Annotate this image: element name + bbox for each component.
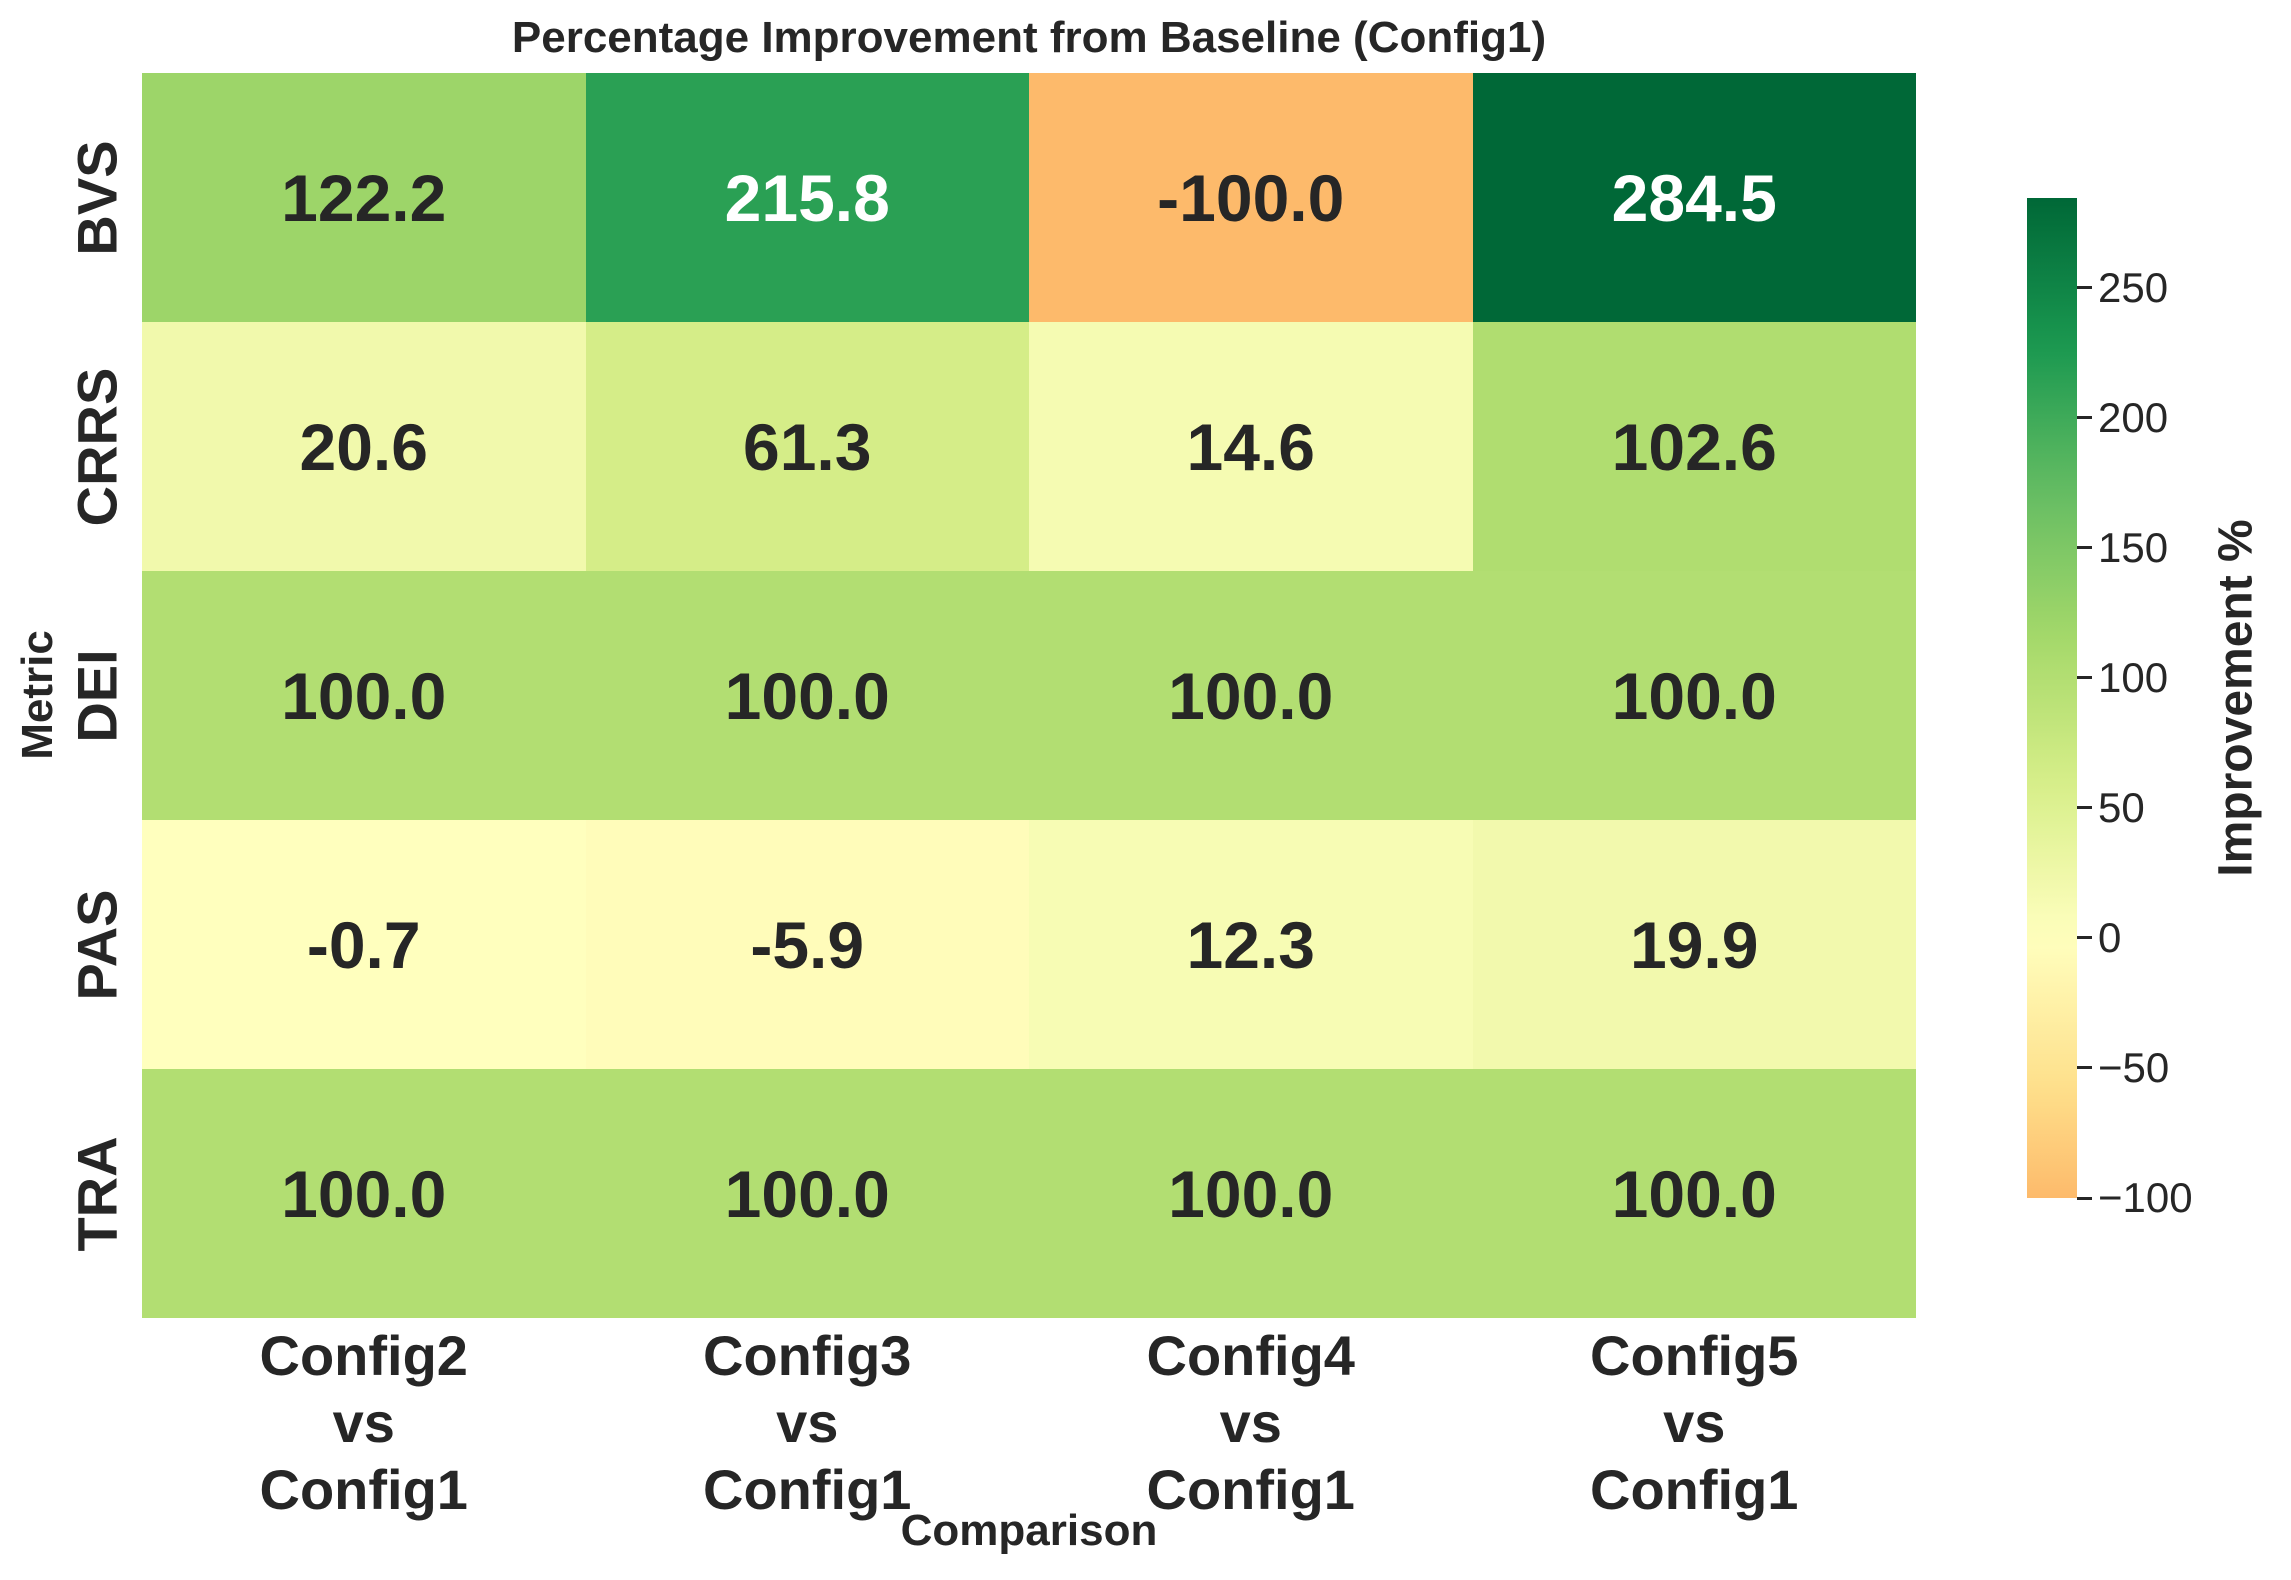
colorbar-tick-label: 0 [2098,913,2122,961]
y-tick-label: PAS [65,889,129,1000]
heatmap-cell: -5.9 [585,820,1029,1069]
colorbar-tick [2077,936,2092,940]
x-axis-label: Comparison [900,1506,1158,1555]
colorbar-tick-label: −50 [2098,1043,2170,1091]
colorbar-gradient [2027,198,2077,1198]
colorbar-tick-label: 200 [2098,393,2169,441]
heatmap-cell: 215.8 [585,73,1029,322]
chart-title: Percentage Improvement from Baseline (Co… [511,13,1547,62]
y-tick-label: DEI [65,648,129,743]
heatmap: 122.2 215.8 -100.0 284.5 20.6 61.3 14.6 102.6 10… [142,73,1916,1318]
colorbar-tick [2077,1196,2092,1200]
heatmap-cell: -0.7 [142,820,586,1069]
x-tick-label-line: vs [332,1391,395,1454]
x-tick-label: Config5 vs Config1 [1473,1322,1916,1523]
x-tick-label-line: vs [1663,1391,1726,1454]
colorbar-tick [2077,1066,2092,1070]
colorbar-tick-label: 100 [2098,653,2169,701]
y-axis-label: Metric [13,630,62,760]
y-tick-label: TRA [65,1135,129,1252]
heatmap-cell: 12.3 [1029,820,1473,1069]
x-tick-label-line: vs [776,1391,839,1454]
colorbar-tick [2077,546,2092,550]
y-tick-label: CRRS [65,367,129,526]
colorbar-tick-label: 250 [2098,263,2169,311]
heatmap-cell: 100.0 [585,571,1029,820]
heatmap-cell: 100.0 [1029,571,1473,820]
x-tick-label-line: vs [1219,1391,1282,1454]
x-tick-label-line: Config1 [703,1458,912,1521]
x-tick-label-line: Config3 [703,1324,912,1387]
x-tick-label-line: Config5 [1590,1324,1799,1387]
x-tick-label-line: Config1 [1590,1458,1799,1521]
colorbar-tick [2077,676,2092,680]
x-tick-label-line: Config4 [1146,1324,1355,1387]
colorbar-tick-label: −100 [2098,1174,2193,1221]
colorbar-tick-label: 50 [2098,783,2145,831]
heatmap-cell: -100.0 [1029,73,1473,322]
heatmap-cell: 100.0 [142,571,586,820]
x-tick-label-line: Config1 [1146,1458,1355,1521]
colorbar-tick [2077,286,2092,290]
y-tick-label: BVS [65,139,129,256]
x-tick-label-line: Config2 [259,1324,468,1387]
x-tick-label: Config2 vs Config1 [142,1322,585,1523]
heatmap-cell: 19.9 [1472,820,1916,1069]
heatmap-cell: 100.0 [1472,571,1916,820]
heatmap-cell: 100.0 [1472,1069,1916,1318]
heatmap-cell: 100.0 [1029,1069,1473,1318]
colorbar-tick [2077,806,2092,810]
x-tick-label-line: Config1 [259,1458,468,1521]
colorbar-tick-label: 150 [2098,523,2169,571]
heatmap-cell: 14.6 [1029,322,1473,571]
heatmap-cell: 100.0 [142,1069,586,1318]
colorbar-tick [2077,416,2092,420]
heatmap-cell: 61.3 [585,322,1029,571]
heatmap-cell: 100.0 [585,1069,1029,1318]
heatmap-cell: 284.5 [1472,73,1916,322]
heatmap-cell: 20.6 [142,322,586,571]
x-tick-label: Config3 vs Config1 [586,1322,1029,1523]
colorbar-label: Improvement % [2209,519,2263,877]
heatmap-cell: 122.2 [142,73,586,322]
x-tick-label: Config4 vs Config1 [1029,1322,1472,1523]
heatmap-cell: 102.6 [1472,322,1916,571]
